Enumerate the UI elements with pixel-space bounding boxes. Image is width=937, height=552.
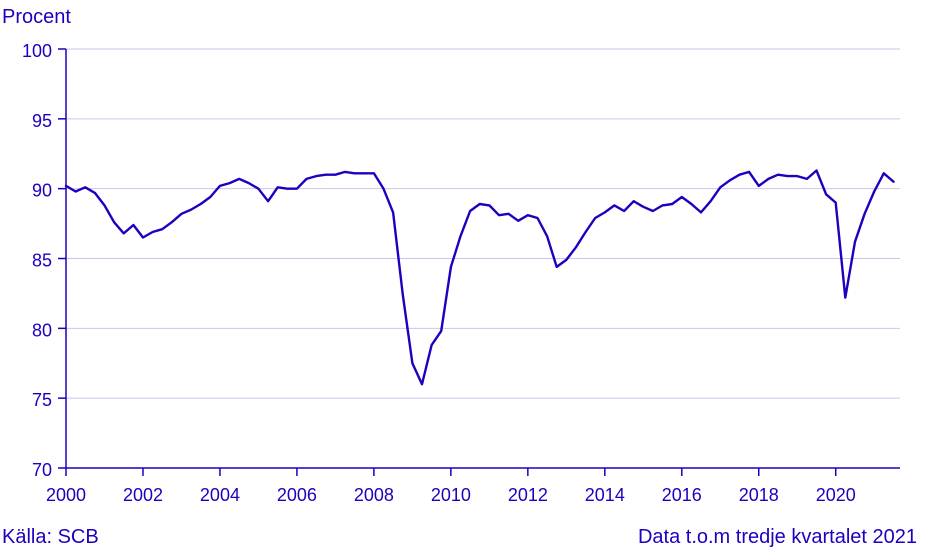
axes bbox=[58, 48, 900, 476]
x-tick-labels: 2000 2002 2004 2006 2008 2010 2012 2014 2016 2018… bbox=[46, 485, 856, 505]
y-tick-label-75: 75 bbox=[32, 390, 52, 410]
y-tick-labels: 70 75 80 85 90 95 100 bbox=[22, 41, 52, 480]
x-tick-label-2014: 2014 bbox=[585, 485, 625, 505]
y-tick-label-100: 100 bbox=[22, 41, 52, 61]
series-line-0 bbox=[64, 169, 895, 386]
x-tick-label-2016: 2016 bbox=[662, 485, 702, 505]
x-tick-label-2020: 2020 bbox=[816, 485, 856, 505]
data-period-note: Data t.o.m tredje kvartalet 2021 bbox=[637, 526, 917, 548]
y-tick-label-95: 95 bbox=[32, 111, 52, 131]
x-tick-label-2004: 2004 bbox=[200, 485, 240, 505]
y-tick-label-70: 70 bbox=[32, 460, 52, 480]
source-note: Källa: SCB bbox=[2, 526, 99, 548]
gridlines bbox=[66, 48, 900, 399]
x-tick-label-2002: 2002 bbox=[123, 485, 163, 505]
x-tick-label-2000: 2000 bbox=[46, 485, 86, 505]
x-tick-label-2012: 2012 bbox=[508, 485, 548, 505]
x-tick-label-2008: 2008 bbox=[354, 485, 394, 505]
series-layer bbox=[64, 169, 895, 386]
y-tick-label-80: 80 bbox=[32, 320, 52, 340]
y-tick-label-85: 85 bbox=[32, 251, 52, 271]
x-tick-label-2006: 2006 bbox=[277, 485, 317, 505]
y-axis-label: Procent bbox=[2, 6, 71, 28]
x-tick-label-2018: 2018 bbox=[739, 485, 779, 505]
x-tick-label-2010: 2010 bbox=[431, 485, 471, 505]
y-tick-label-90: 90 bbox=[32, 181, 52, 201]
